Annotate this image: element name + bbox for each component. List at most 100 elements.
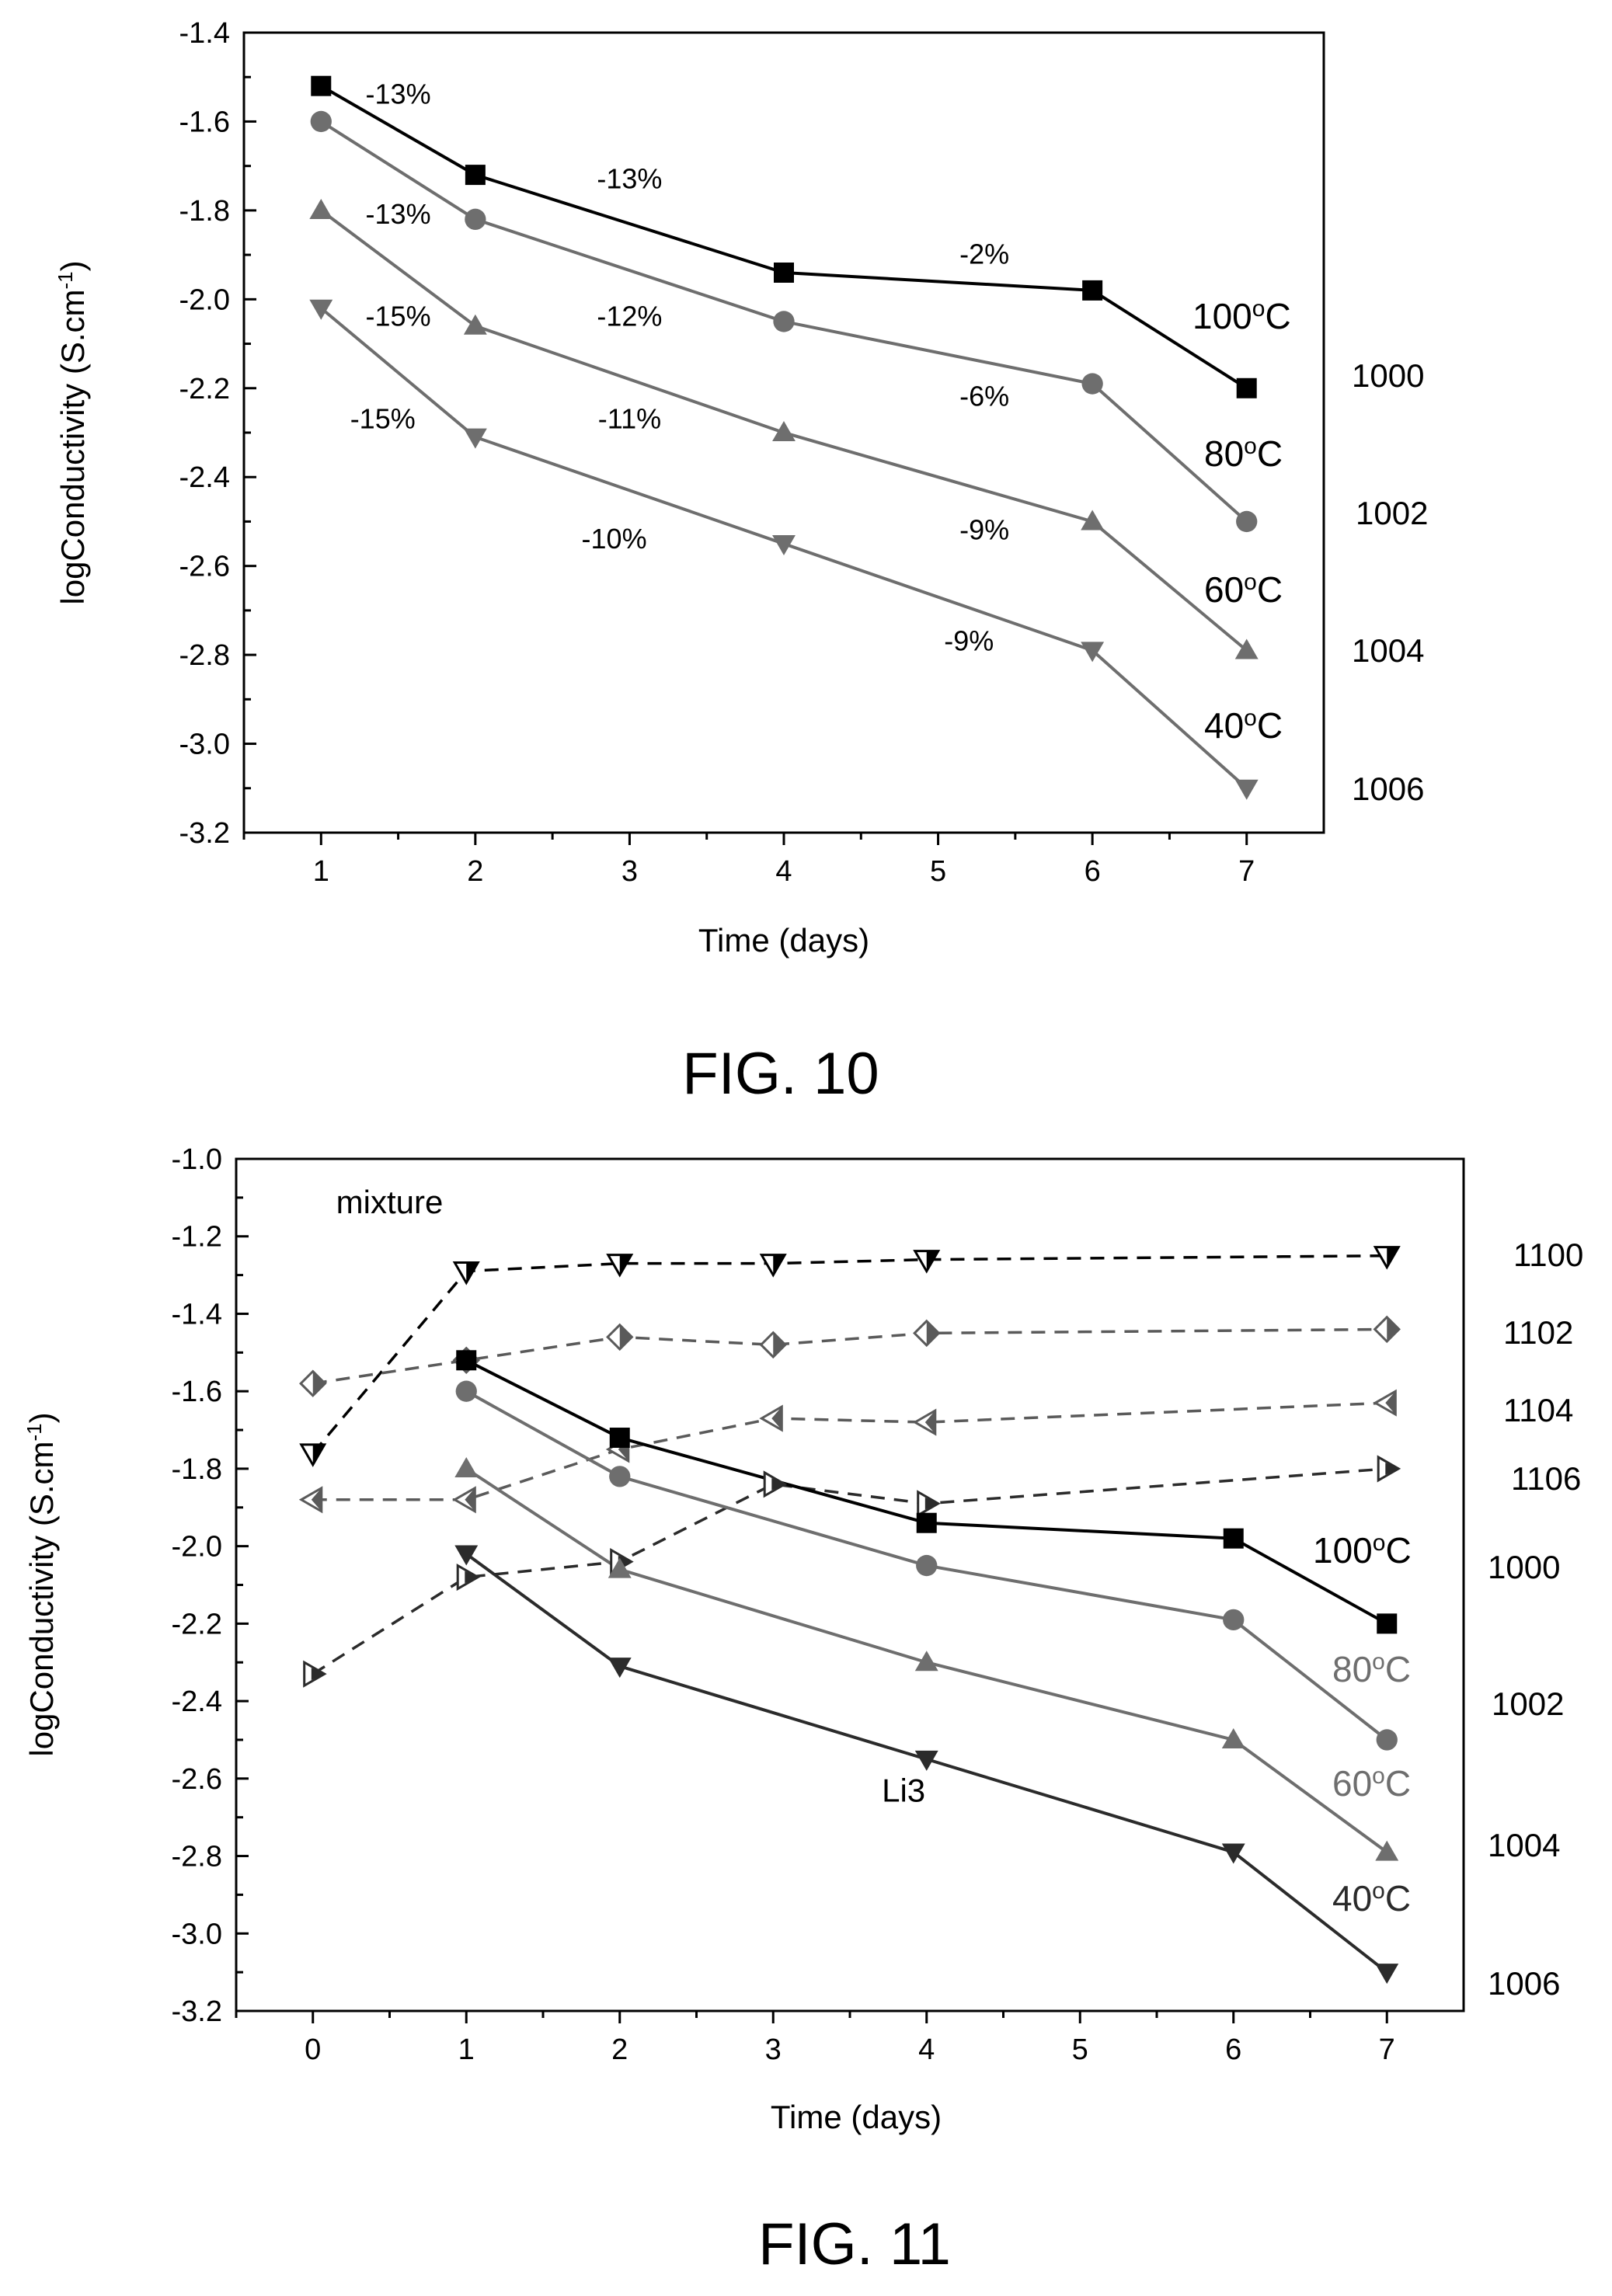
fig11-point-1002 <box>609 1466 631 1487</box>
fig11-xtick-label: 1 <box>458 2033 475 2066</box>
fig10-percent-annotations: -13% -13% -2% -13% -12% -6% -15% -11% -9% -15% -10… <box>350 78 1009 657</box>
fig11-ref-1004: 1004 <box>1488 1827 1560 1863</box>
fig11-x-axis-title: Time (days) <box>771 2099 942 2135</box>
fig10-annotation: -2% <box>959 238 1009 270</box>
fig11-point-1106 <box>917 1490 941 1518</box>
fig10-ytick-label: -2.6 <box>179 551 230 583</box>
fig11-ytick-label: -1.6 <box>172 1376 222 1408</box>
fig11-label-100c-degree: o <box>1373 1530 1386 1556</box>
fig10-ref-1006: 1006 <box>1352 771 1424 807</box>
fig10-point-1002 <box>1081 373 1103 395</box>
fig11-point-1002 <box>1376 1729 1398 1751</box>
fig10-ytick-label: -1.4 <box>179 17 230 50</box>
fig10-annotation: -10% <box>582 523 647 555</box>
fig10-xtick-label: 4 <box>775 855 792 888</box>
fig11-point-1006 <box>608 1658 632 1679</box>
fig11-point-1106 <box>303 1660 327 1688</box>
fig11-point-1002 <box>916 1554 938 1577</box>
fig11-point-1102 <box>299 1369 327 1397</box>
fig10-annotation: -15% <box>350 402 416 434</box>
fig10-point-1000 <box>311 75 332 96</box>
fig11-xtick-label: 3 <box>765 2033 782 2066</box>
fig11-series-line-1000 <box>465 1358 1388 1626</box>
fig11-plot-frame <box>235 1157 1465 2012</box>
fig10-x-axis-title: Time (days) <box>698 922 869 958</box>
fig11-point-1000 <box>916 1512 937 1533</box>
fig10-point-1000 <box>774 263 794 283</box>
fig10-ytick-label: -2.2 <box>179 373 230 405</box>
fig11-point-1104 <box>452 1486 476 1514</box>
fig10-y-axis-title-superscript: -1 <box>54 271 77 289</box>
fig11-point-1102 <box>606 1323 634 1352</box>
fig11-annotation: Li3 <box>882 1772 925 1809</box>
fig11-xtick-label: 6 <box>1225 2033 1241 2066</box>
fig11-ytick-label: -3.0 <box>172 1918 222 1950</box>
fig10-xtick-label: 2 <box>467 855 483 888</box>
fig11-caption: FIG. 11 <box>758 2211 951 2277</box>
fig10-ytick-label: -3.2 <box>179 817 230 850</box>
fig11-ytick-label: -3.2 <box>172 1995 222 2028</box>
fig10-point-1000 <box>1082 280 1103 301</box>
fig11-series-line-1106 <box>312 1467 1387 1675</box>
fig11-ytick-label: -1.4 <box>172 1298 222 1331</box>
fig11-label-80c: 80oC <box>1332 1649 1411 1690</box>
fig10-point-1006 <box>1081 642 1105 663</box>
fig10-ytick-label: -2.4 <box>179 461 230 494</box>
fig11-point-1006 <box>914 1750 938 1771</box>
fig11-point-1102 <box>759 1331 787 1359</box>
fig10-series-markers <box>309 75 1259 800</box>
fig11-ytick-label: -2.6 <box>172 1763 222 1796</box>
fig11-series-markers <box>298 1246 1401 1985</box>
fig11-point-1000 <box>1377 1613 1398 1634</box>
fig11-label-60c: 60oC <box>1332 1763 1411 1804</box>
fig10-annotation: -13% <box>366 78 431 110</box>
fig11-xtick-label: 2 <box>611 2033 628 2066</box>
fig11-point-1000 <box>1223 1528 1244 1549</box>
fig11-ref-1100: 1100 <box>1513 1237 1583 1273</box>
fig11-series-line-1100 <box>312 1254 1387 1455</box>
fig11-xtick-label: 7 <box>1379 2033 1395 2066</box>
fig10-x-axis: 1 2 3 4 5 6 7 <box>242 833 1255 888</box>
fig11-label-60c-degree: o <box>1372 1763 1385 1789</box>
fig10-chart: -1.4 -1.6 -1.8 -2.0 -2.2 -2.4 -2.6 -2.8 -3.0 -3.2… <box>54 17 1428 1107</box>
fig11-xtick-label: 5 <box>1072 2033 1088 2066</box>
fig11-y-axis-title: logConductivity (S.cm-1) <box>23 1412 60 1756</box>
fig10-xtick-label: 6 <box>1085 855 1101 888</box>
fig10-point-1000 <box>1236 377 1257 398</box>
fig11-point-1002 <box>1223 1609 1245 1631</box>
fig10-annotation: -15% <box>366 301 431 332</box>
fig10-annotation: -6% <box>959 381 1009 412</box>
fig11-point-1102 <box>913 1319 941 1348</box>
fig10-label-60c: 60oC <box>1204 569 1283 611</box>
fig10-label-40c-degree: o <box>1244 705 1257 731</box>
fig11-label-40c: 40oC <box>1332 1878 1411 1919</box>
fig11-point-1100 <box>759 1254 787 1278</box>
fig11-point-1104 <box>912 1408 937 1436</box>
fig11-point-1106 <box>1377 1455 1401 1483</box>
fig11-point-1004 <box>914 1651 938 1672</box>
fig10-caption: FIG. 10 <box>682 1041 879 1107</box>
fig11-label-100c: 100oC <box>1313 1530 1412 1571</box>
fig10-ref-1004: 1004 <box>1352 632 1424 669</box>
fig10-ref-1002: 1002 <box>1356 495 1428 531</box>
fig11-point-1104 <box>759 1404 783 1432</box>
fig11-x-axis: 0 1 2 3 4 5 6 7 <box>235 2011 1395 2066</box>
fig11-series-line-1102 <box>312 1327 1387 1385</box>
fig10-annotation: -12% <box>597 301 662 332</box>
fig10-point-1002 <box>773 311 795 332</box>
fig10-ref-1000: 1000 <box>1352 357 1424 394</box>
fig11-ref-1102: 1102 <box>1503 1314 1573 1351</box>
fig11-point-1100 <box>452 1261 480 1285</box>
fig11-point-1006 <box>454 1545 479 1566</box>
fig10-ytick-label: -1.8 <box>179 195 230 228</box>
fig11-annotations: mixture Li3 <box>336 1184 926 1809</box>
fig11-y-axis: -1.0 -1.2 -1.4 -1.6 -1.8 -2.0 -2.2 -2.4 -2.6 -2.8… <box>172 1143 249 2028</box>
fig11-point-1002 <box>455 1380 477 1402</box>
fig11-y-axis-title-superscript: -1 <box>23 1423 46 1441</box>
fig11-ytick-label: -2.2 <box>172 1608 222 1640</box>
fig11-point-1100 <box>1373 1246 1401 1270</box>
fig11-ref-1000: 1000 <box>1488 1549 1560 1585</box>
fig10-label-100c: 100oC <box>1192 296 1291 337</box>
fig10-point-1002 <box>310 110 332 133</box>
